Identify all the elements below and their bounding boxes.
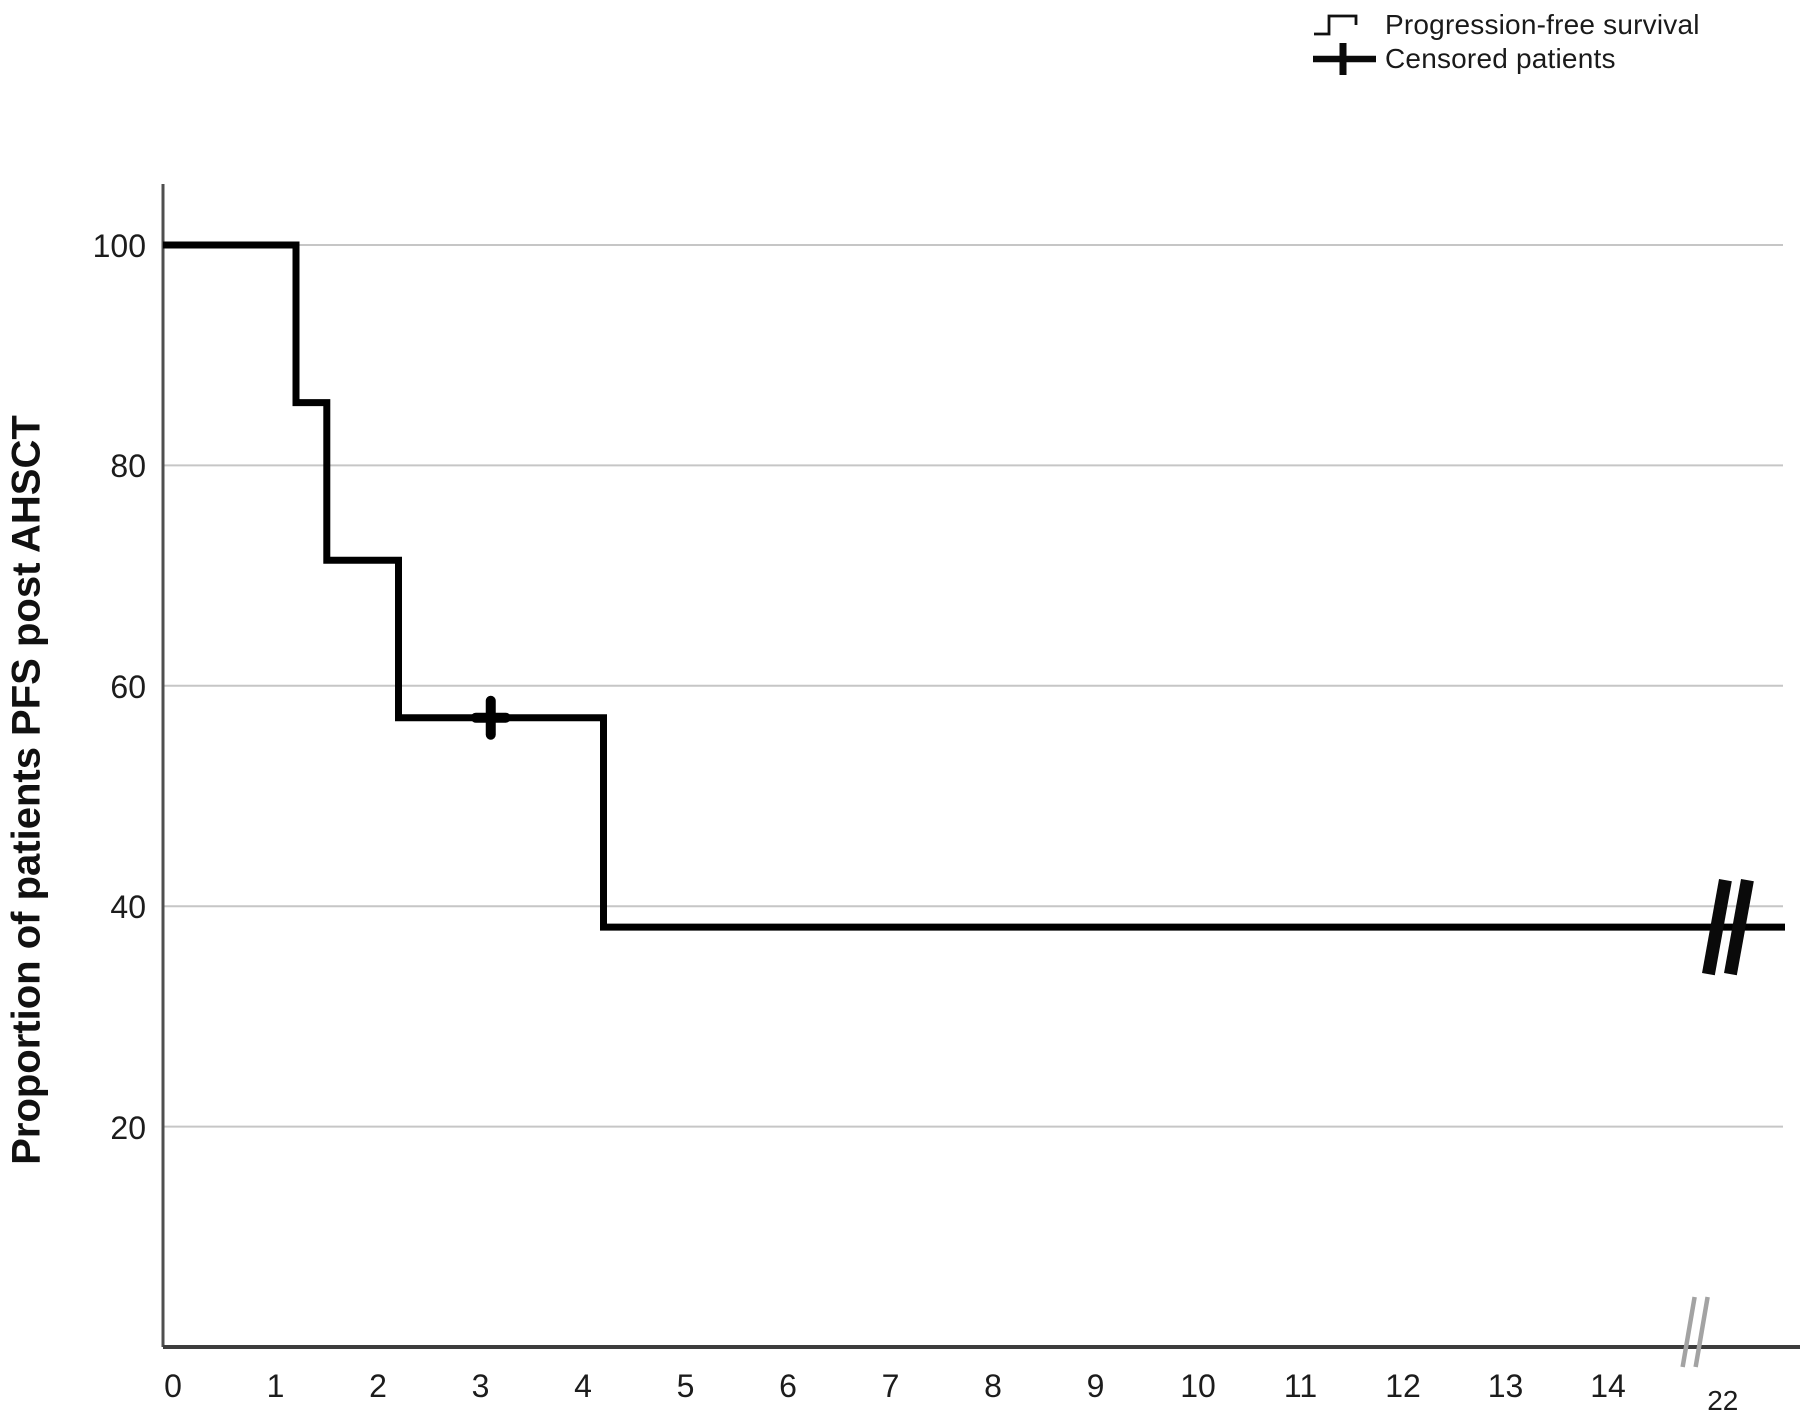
x-tick-label-3: 3: [471, 1368, 490, 1404]
x-tick-label-0: 0: [164, 1368, 182, 1404]
legend: Progression-free survival Censored patie…: [1312, 8, 1700, 76]
legend-label-pfs: Progression-free survival: [1385, 9, 1700, 40]
x-tick-label-10: 10: [1180, 1368, 1216, 1404]
x-tick-label-12: 12: [1385, 1368, 1421, 1404]
x-tick-label-9: 9: [1086, 1368, 1105, 1404]
legend-item-censored: Censored patients: [1312, 42, 1700, 76]
x-tick-label-13: 13: [1487, 1368, 1524, 1404]
y-tick-label-80: 80: [110, 448, 146, 485]
survival-step-curve: [163, 241, 1785, 931]
x-tick-label-7: 7: [881, 1368, 900, 1404]
x-tick-label-14: 14: [1590, 1368, 1626, 1404]
x-tick-label-11: 11: [1283, 1368, 1318, 1404]
x-tick-label-4: 4: [574, 1368, 592, 1404]
curve-break-icon-1: [1724, 878, 1754, 976]
curve-break-icon-0: [1702, 878, 1732, 976]
x-tick-label-5: 5: [676, 1368, 695, 1404]
x-tick-label-2: 2: [369, 1368, 387, 1404]
legend-label-censored: Censored patients: [1385, 43, 1616, 74]
plus-cross-icon: [1313, 43, 1376, 75]
y-tick-label-20: 20: [110, 1109, 146, 1146]
x-axis-break-icon-1: [1693, 1296, 1710, 1368]
step-line-icon: [1314, 14, 1358, 36]
x-tick-label-1: 1: [266, 1368, 285, 1404]
y-tick-label-40: 40: [110, 889, 146, 926]
x-tick-label-22: 22: [1707, 1385, 1739, 1416]
y-axis-title: Proportion of patients PFS post AHSCT: [4, 415, 49, 1165]
y-tick-label-100: 100: [92, 228, 146, 264]
x-axis-break-icon-0: [1680, 1296, 1697, 1368]
y-tick-label-60: 60: [110, 668, 146, 705]
x-tick-label-6: 6: [779, 1368, 797, 1404]
legend-item-pfs: Progression-free survival: [1312, 8, 1700, 42]
x-tick-label-8: 8: [984, 1368, 1002, 1404]
